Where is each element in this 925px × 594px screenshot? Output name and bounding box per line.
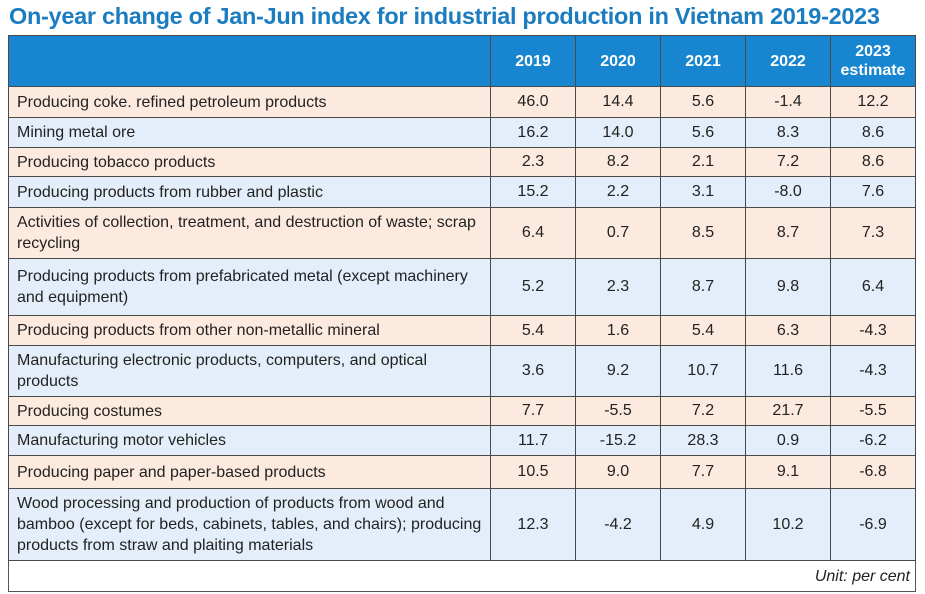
value-cell: 12.2 xyxy=(830,86,916,118)
value-cell: 3.6 xyxy=(490,345,576,397)
value-cell: 5.6 xyxy=(660,117,746,148)
table-row: Producing products from rubber and plast… xyxy=(8,176,916,208)
value-cell: 46.0 xyxy=(490,86,576,118)
value-cell: 6.4 xyxy=(490,207,576,259)
value-cell: 6.3 xyxy=(745,315,831,346)
unit-note: Unit: per cent xyxy=(814,568,910,585)
value-cell: -8.0 xyxy=(745,176,831,208)
table-title: On-year change of Jan-Jun index for indu… xyxy=(9,3,880,29)
column-header: 2021 xyxy=(660,35,746,87)
value-cell: -6.8 xyxy=(830,455,916,489)
value-cell: 7.3 xyxy=(830,207,916,259)
value-cell: 0.9 xyxy=(745,425,831,456)
row-label: Producing coke. refined petroleum produc… xyxy=(8,86,491,118)
value-cell: 7.7 xyxy=(660,455,746,489)
value-cell: 8.6 xyxy=(830,117,916,148)
data-table: 2019 2020 2021 2022 2023 estimate Producing … xyxy=(8,35,916,561)
value-cell: 5.2 xyxy=(490,258,576,316)
value-cell: 8.6 xyxy=(830,147,916,177)
header-row: 2019 2020 2021 2022 2023 estimate xyxy=(8,35,916,87)
value-cell: 9.1 xyxy=(745,455,831,489)
table-row: Mining metal ore 16.2 14.0 5.6 8.3 8.6 xyxy=(8,117,916,148)
value-cell: 12.3 xyxy=(490,488,576,561)
value-cell: -6.9 xyxy=(830,488,916,561)
value-cell: 14.0 xyxy=(575,117,661,148)
column-header: 2023 estimate xyxy=(830,35,916,87)
row-label: Producing tobacco products xyxy=(8,147,491,177)
table-row: Producing products from other non-metall… xyxy=(8,315,916,346)
value-cell: 8.3 xyxy=(745,117,831,148)
row-label: Producing costumes xyxy=(8,396,491,426)
value-cell: 0.7 xyxy=(575,207,661,259)
row-label: Manufacturing electronic products, compu… xyxy=(8,345,491,397)
value-cell: 7.6 xyxy=(830,176,916,208)
row-label: Mining metal ore xyxy=(8,117,491,148)
value-cell: 5.4 xyxy=(490,315,576,346)
value-cell: 7.7 xyxy=(490,396,576,426)
column-header: 2022 xyxy=(745,35,831,87)
value-cell: -5.5 xyxy=(830,396,916,426)
table-row: Manufacturing electronic products, compu… xyxy=(8,345,916,397)
value-cell: 8.7 xyxy=(660,258,746,316)
value-cell: -4.3 xyxy=(830,345,916,397)
table-row: Producing costumes 7.7 -5.5 7.2 21.7 -5.5 xyxy=(8,396,916,426)
value-cell: 2.3 xyxy=(575,258,661,316)
table-row: Wood processing and production of produc… xyxy=(8,488,916,561)
value-cell: 1.6 xyxy=(575,315,661,346)
row-label: Activities of collection, treatment, and… xyxy=(8,207,491,259)
row-label: Producing products from other non-metall… xyxy=(8,315,491,346)
row-label: Producing paper and paper-based products xyxy=(8,455,491,489)
value-cell: 5.4 xyxy=(660,315,746,346)
value-cell: -4.3 xyxy=(830,315,916,346)
value-cell: 7.2 xyxy=(660,396,746,426)
value-cell: 16.2 xyxy=(490,117,576,148)
value-cell: -1.4 xyxy=(745,86,831,118)
row-label: Manufacturing motor vehicles xyxy=(8,425,491,456)
value-cell: 11.6 xyxy=(745,345,831,397)
value-cell: 8.2 xyxy=(575,147,661,177)
value-cell: 15.2 xyxy=(490,176,576,208)
value-cell: 11.7 xyxy=(490,425,576,456)
table-row: Producing tobacco products 2.3 8.2 2.1 7.2 8.… xyxy=(8,147,916,177)
value-cell: 6.4 xyxy=(830,258,916,316)
value-cell: 3.1 xyxy=(660,176,746,208)
value-cell: 5.6 xyxy=(660,86,746,118)
value-cell: -4.2 xyxy=(575,488,661,561)
table-row: Producing products from prefabricated me… xyxy=(8,258,916,316)
value-cell: 21.7 xyxy=(745,396,831,426)
value-cell: 28.3 xyxy=(660,425,746,456)
value-cell: 4.9 xyxy=(660,488,746,561)
value-cell: 14.4 xyxy=(575,86,661,118)
table-row: Producing coke. refined petroleum produc… xyxy=(8,86,916,118)
table-row: Producing paper and paper-based products… xyxy=(8,455,916,489)
value-cell: 2.2 xyxy=(575,176,661,208)
value-cell: 2.1 xyxy=(660,147,746,177)
value-cell: 10.5 xyxy=(490,455,576,489)
value-cell: 9.2 xyxy=(575,345,661,397)
value-cell: -6.2 xyxy=(830,425,916,456)
value-cell: -5.5 xyxy=(575,396,661,426)
table-row: Manufacturing motor vehicles 11.7 -15.2 28.… xyxy=(8,425,916,456)
value-cell: 8.7 xyxy=(745,207,831,259)
row-label: Producing products from rubber and plast… xyxy=(8,176,491,208)
table-row: Activities of collection, treatment, and… xyxy=(8,207,916,259)
value-cell: 7.2 xyxy=(745,147,831,177)
row-label: Producing products from prefabricated me… xyxy=(8,258,491,316)
value-cell: 9.0 xyxy=(575,455,661,489)
value-cell: 8.5 xyxy=(660,207,746,259)
value-cell: 2.3 xyxy=(490,147,576,177)
row-label: Wood processing and production of produc… xyxy=(8,488,491,561)
value-cell: -15.2 xyxy=(575,425,661,456)
column-header: 2019 xyxy=(490,35,576,87)
value-cell: 9.8 xyxy=(745,258,831,316)
column-header: 2020 xyxy=(575,35,661,87)
value-cell: 10.7 xyxy=(660,345,746,397)
header-blank xyxy=(8,35,491,87)
value-cell: 10.2 xyxy=(745,488,831,561)
